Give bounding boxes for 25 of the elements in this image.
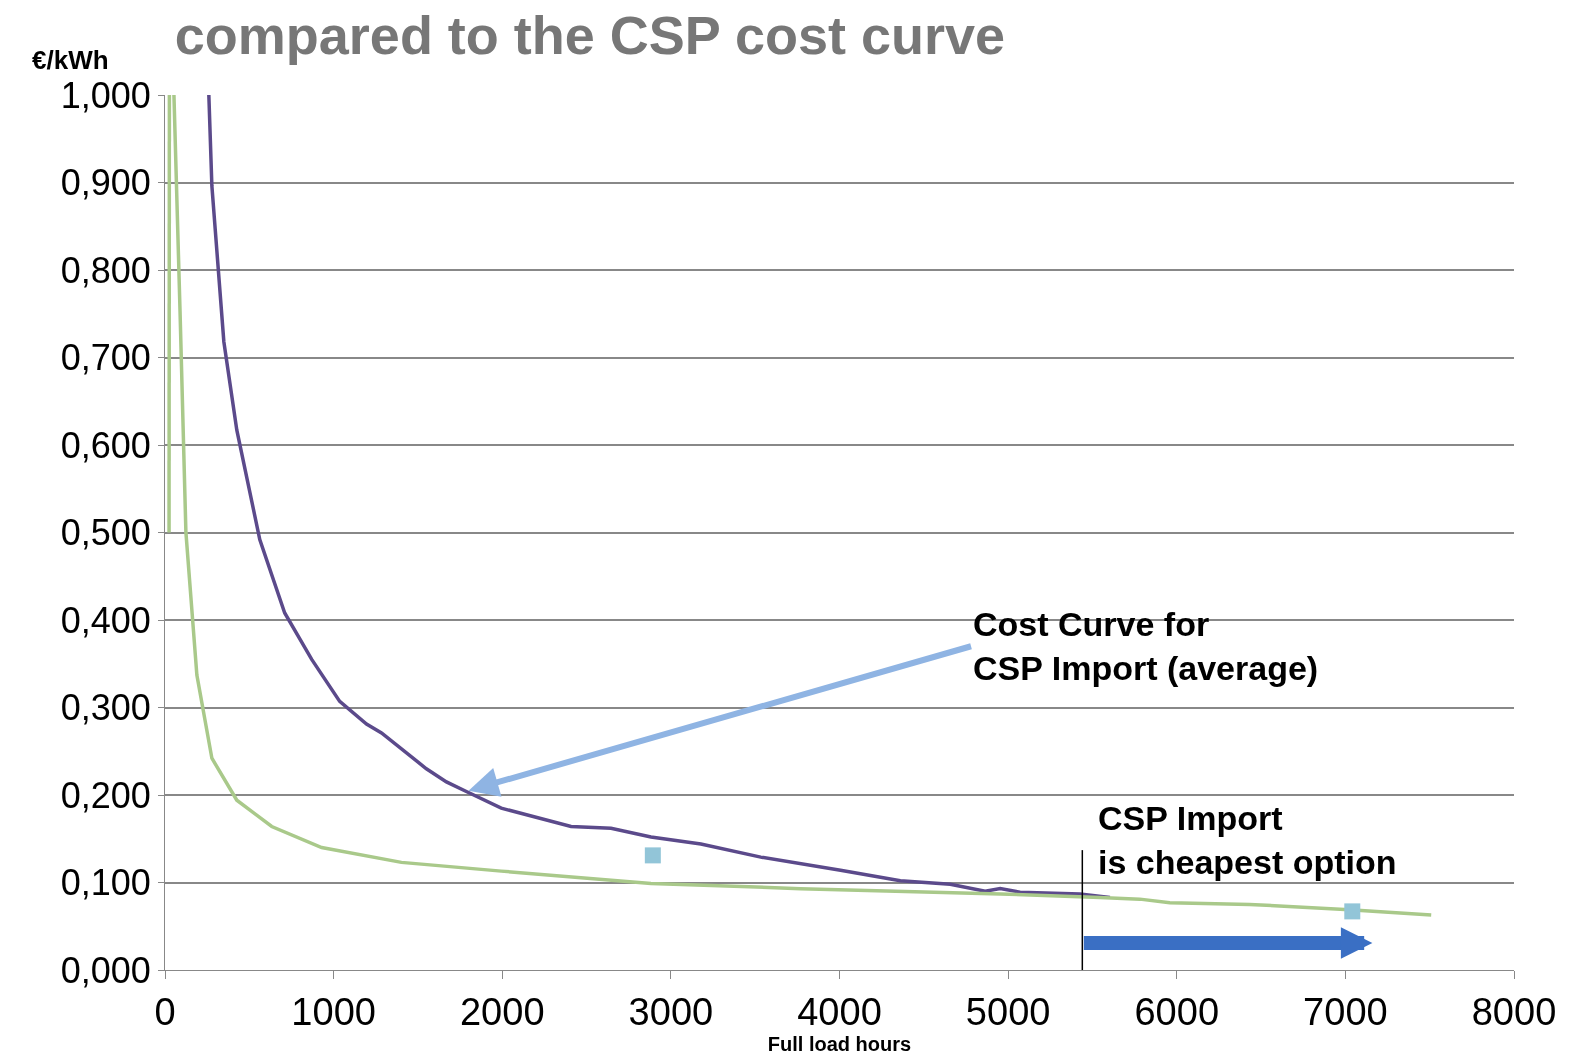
- x-tick-label: 4000: [797, 990, 882, 1033]
- x-tick-label: 3000: [628, 990, 714, 1033]
- y-tick-label: 0,400: [60, 599, 151, 641]
- y-axis-title: €/kWh: [32, 45, 109, 75]
- y-tick-label: 0,000: [60, 949, 151, 991]
- y-tick-label: 0,800: [60, 249, 151, 291]
- x-tick-label: 6000: [1134, 990, 1220, 1033]
- x-axis-title: Full load hours: [767, 1033, 912, 1056]
- annotation: Cost Curve for CSP Import (average): [973, 605, 1319, 688]
- x-tick-label: 7000: [1303, 990, 1388, 1033]
- y-tick-label: 0,200: [60, 774, 151, 816]
- x-tick-label: 1000: [291, 990, 376, 1033]
- x-tick-label: 5000: [965, 990, 1051, 1033]
- y-tick-label: 0,500: [60, 512, 151, 554]
- chart-title: compared to the CSP cost curve: [174, 4, 1006, 65]
- ref-line-label: CSP Import is cheapest option: [1098, 799, 1397, 882]
- y-tick-label: 0,100: [60, 862, 151, 904]
- y-tick-label: 1,000: [60, 74, 151, 116]
- y-tick-label: 0,900: [60, 162, 151, 204]
- x-tick-label: 2000: [459, 990, 545, 1033]
- y-tick-label: 0,700: [60, 337, 151, 379]
- x-tick-label: 8000: [1471, 990, 1557, 1033]
- y-tick-label: 0,300: [60, 687, 151, 729]
- x-tick-label: 0: [154, 990, 176, 1033]
- y-tick-label: 0,600: [60, 424, 151, 466]
